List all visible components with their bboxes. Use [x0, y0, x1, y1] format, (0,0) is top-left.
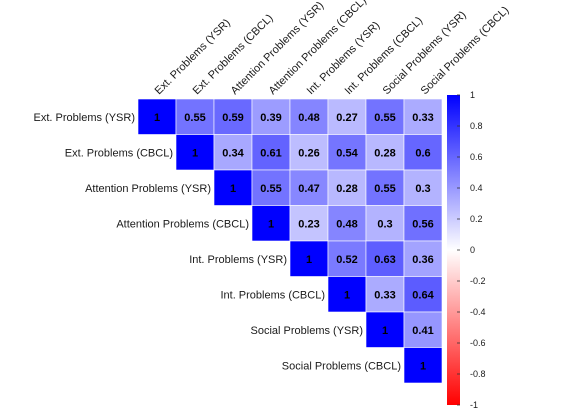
colorbar: 1 0.8 0.6 0.4 0.2 0 -0.2 -0.4 -0.6 -0.8 -1 [447, 90, 486, 410]
cell-value-label: 0.48 [298, 112, 319, 124]
heatmap-cell [403, 169, 443, 206]
heatmap-cell [213, 98, 253, 135]
heatmap-cell [365, 134, 405, 171]
cell-value-label: 0.56 [412, 218, 433, 230]
cell-value-label: 0.55 [260, 183, 281, 195]
row-label: Int. Problems (CBCL) [220, 289, 325, 301]
cell-value-label: 0.55 [374, 112, 395, 124]
cell-value-label: 0.33 [412, 112, 433, 124]
cell-value-label: 0.28 [374, 147, 395, 159]
colorbar-tick-label: -0.4 [470, 307, 486, 317]
cell-value-label: 0.55 [184, 112, 205, 124]
heatmap-cell [251, 169, 291, 206]
colorbar-tick-label: -1 [470, 400, 478, 410]
cell-value-label: 1 [192, 147, 198, 159]
cell-value-label: 0.48 [336, 218, 357, 230]
cell-value-label: 0.55 [374, 183, 395, 195]
cell-value-label: 0.28 [336, 183, 357, 195]
heatmap-cell [403, 98, 443, 135]
heatmap-cell [327, 98, 367, 135]
heatmap-cell [175, 134, 215, 171]
colorbar-tick-label: 1 [470, 90, 475, 100]
cell-value-label: 0.27 [336, 112, 357, 124]
heatmap-cell [403, 240, 443, 277]
cell-value-label: 0.47 [298, 183, 319, 195]
row-labels: Ext. Problems (YSR) Ext. Problems (CBCL) A… [34, 112, 401, 373]
column-label: Int. Problems (YSR) [305, 19, 383, 97]
colorbar-tick-label: -0.2 [470, 276, 486, 286]
cell-value-label: 1 [382, 325, 388, 337]
colorbar-tick-label: 0.8 [470, 121, 483, 131]
cell-value-label: 0.59 [222, 112, 243, 124]
heatmap-cell [365, 311, 405, 348]
heatmap-cell [289, 134, 329, 171]
colorbar-gradient [447, 95, 460, 405]
cell-value-label: 0.3 [377, 218, 392, 230]
heatmap-cell [213, 169, 253, 206]
cell-value-label: 0.39 [260, 112, 281, 124]
colorbar-tick-label: 0 [470, 245, 475, 255]
cell-value-label: 0.54 [336, 147, 358, 159]
cell-value-label: 0.34 [222, 147, 244, 159]
heatmap-cell [403, 205, 443, 242]
cell-value-label: 0.23 [298, 218, 319, 230]
cell-value-label: 1 [154, 112, 160, 124]
heatmap-cell [403, 347, 443, 384]
row-label: Social Problems (CBCL) [282, 360, 401, 372]
row-label: Ext. Problems (YSR) [34, 112, 135, 124]
row-label: Social Problems (YSR) [251, 325, 363, 337]
cell-value-label: 0.6 [415, 147, 430, 159]
heatmap-cell [213, 134, 253, 171]
cell-value-label: 1 [344, 289, 350, 301]
heatmap-cell [289, 205, 329, 242]
heatmap-cell [175, 98, 215, 135]
cell-value-label: 0.41 [412, 325, 433, 337]
cell-value-label: 1 [230, 183, 236, 195]
cell-value-label: 0.26 [298, 147, 319, 159]
heatmap-cell [365, 169, 405, 206]
column-label: Ext. Problems (YSR) [153, 17, 233, 97]
cell-value-label: 0.36 [412, 254, 433, 266]
column-labels: Ext. Problems (YSR)Ext. Problems (CBCL)A… [153, 0, 512, 97]
cell-value-label: 0.64 [412, 289, 434, 301]
row-label: Ext. Problems (CBCL) [65, 147, 173, 159]
heatmap-cell [327, 240, 367, 277]
colorbar-tick-label: -0.6 [470, 338, 486, 348]
heatmap-cell [327, 169, 367, 206]
row-label: Attention Problems (YSR) [85, 183, 211, 195]
colorbar-tick-label: 0.6 [470, 152, 483, 162]
heatmap-cell [403, 276, 443, 313]
cell-value-label: 0.33 [374, 289, 395, 301]
row-label: Attention Problems (CBCL) [116, 218, 249, 230]
heatmap-cell [327, 276, 367, 313]
cell-value-label: 1 [306, 254, 312, 266]
colorbar-tick-label: 0.2 [470, 214, 483, 224]
cell-value-label: 1 [268, 218, 274, 230]
heatmap-cell [365, 240, 405, 277]
colorbar-tick-label: -0.8 [470, 369, 486, 379]
heatmap-cell [289, 240, 329, 277]
cell-value-label: 0.3 [415, 183, 430, 195]
cell-value-label: 0.63 [374, 254, 395, 266]
heatmap-cell [365, 205, 405, 242]
colorbar-tick-label: 0.4 [470, 183, 483, 193]
cell-value-label: 0.52 [336, 254, 357, 266]
heatmap-cells: 1 0.55 0.59 0.39 0.48 0.27 0.55 0.331 0.34 0.61 0.… [137, 98, 443, 384]
cell-value-label: 1 [420, 360, 426, 372]
heatmap-cell [137, 98, 177, 135]
heatmap-cell [289, 169, 329, 206]
cell-value-label: 0.61 [260, 147, 281, 159]
row-label: Int. Problems (YSR) [189, 254, 287, 266]
heatmap-cell [251, 205, 291, 242]
